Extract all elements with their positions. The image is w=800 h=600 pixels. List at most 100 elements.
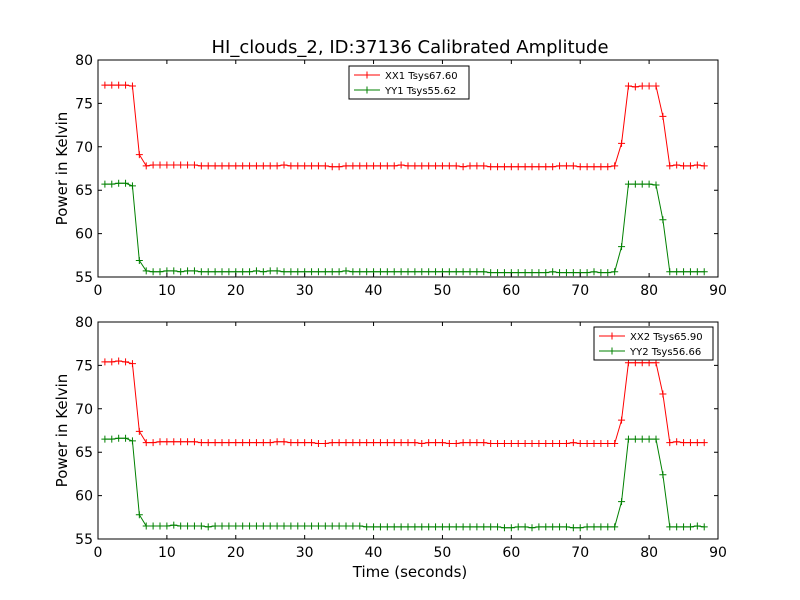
data-point-marker xyxy=(604,440,612,448)
data-point-marker xyxy=(170,438,178,446)
data-point-marker xyxy=(156,161,164,169)
data-point-marker xyxy=(404,268,412,276)
data-point-marker xyxy=(163,438,171,446)
data-point-marker xyxy=(390,268,398,276)
series-2-2 xyxy=(101,434,708,532)
data-point-marker xyxy=(700,162,708,170)
data-point-marker xyxy=(569,269,577,277)
data-point-marker xyxy=(246,522,254,530)
data-point-marker xyxy=(314,440,322,448)
data-point-marker xyxy=(184,438,192,446)
data-point-marker xyxy=(115,434,123,442)
data-point-marker xyxy=(480,439,488,447)
data-point-marker xyxy=(342,267,350,275)
data-point-marker xyxy=(225,439,233,447)
x-axis-label: Time (seconds) xyxy=(352,563,468,581)
y-tick-label: 75 xyxy=(75,358,93,374)
data-point-marker xyxy=(287,162,295,170)
data-point-marker xyxy=(122,81,130,89)
data-point-marker xyxy=(142,267,150,275)
data-point-marker xyxy=(370,439,378,447)
data-point-marker xyxy=(425,439,433,447)
data-point-marker xyxy=(466,268,474,276)
data-point-marker xyxy=(273,522,281,530)
data-point-marker xyxy=(397,523,405,531)
data-point-marker xyxy=(569,162,577,170)
data-point-marker xyxy=(480,162,488,170)
data-point-marker xyxy=(128,182,136,190)
data-point-marker xyxy=(666,268,674,276)
data-point-marker xyxy=(494,163,502,171)
data-point-marker xyxy=(466,523,474,531)
data-point-marker xyxy=(328,163,336,171)
data-point-marker xyxy=(562,269,570,277)
data-point-marker xyxy=(452,523,460,531)
data-point-marker xyxy=(128,360,136,368)
data-point-marker xyxy=(349,439,357,447)
data-point-marker xyxy=(356,439,364,447)
series-1-2 xyxy=(101,179,708,277)
data-point-marker xyxy=(239,162,247,170)
data-point-marker xyxy=(108,180,116,188)
data-point-marker xyxy=(562,523,570,531)
data-point-marker xyxy=(556,523,564,531)
data-point-marker xyxy=(500,269,508,277)
data-point-marker xyxy=(673,161,681,169)
data-point-marker xyxy=(673,268,681,276)
data-point-marker xyxy=(321,162,329,170)
data-point-marker xyxy=(308,162,316,170)
data-point-marker xyxy=(294,268,302,276)
data-point-marker xyxy=(432,439,440,447)
data-point-marker xyxy=(480,523,488,531)
data-point-marker xyxy=(156,268,164,276)
data-point-marker xyxy=(356,268,364,276)
data-point-marker xyxy=(252,267,260,275)
data-point-marker xyxy=(149,439,157,447)
data-point-marker xyxy=(507,163,515,171)
data-point-marker xyxy=(666,439,674,447)
data-point-marker xyxy=(466,439,474,447)
data-point-marker xyxy=(190,438,198,446)
data-point-marker xyxy=(624,435,632,443)
y-tick-label: 60 xyxy=(75,227,93,243)
data-point-marker xyxy=(411,439,419,447)
data-point-marker xyxy=(108,81,116,89)
legend-item: YY2 Tsys56.66 xyxy=(599,347,701,358)
data-point-marker xyxy=(638,435,646,443)
y-tick-label: 80 xyxy=(75,315,93,331)
data-point-marker xyxy=(693,522,701,530)
panel-2: 0 10 20 30 40 50 60 70 80 90 55 60 65 70 75 80 Power in … xyxy=(53,315,727,561)
data-point-marker xyxy=(211,268,219,276)
data-point-marker xyxy=(432,523,440,531)
data-point-marker xyxy=(659,390,667,398)
data-point-marker xyxy=(638,82,646,90)
data-point-marker xyxy=(383,439,391,447)
data-point-marker xyxy=(549,268,557,276)
data-point-marker xyxy=(404,162,412,170)
x-tick-label: 90 xyxy=(709,545,727,561)
data-point-marker xyxy=(218,439,226,447)
data-point-marker xyxy=(542,163,550,171)
y-tick-label: 55 xyxy=(75,270,93,286)
y-tick-label: 65 xyxy=(75,183,93,199)
x-tick-label: 40 xyxy=(365,545,383,561)
y-tick-label: 60 xyxy=(75,489,93,505)
data-point-marker xyxy=(363,268,371,276)
chart-title: HI_clouds_2, ID:37136 Calibrated Amplitu… xyxy=(211,37,608,58)
data-point-marker xyxy=(287,268,295,276)
legend-label: YY1 Tsys55.62 xyxy=(384,86,456,97)
data-point-marker xyxy=(259,162,267,170)
data-point-marker xyxy=(624,82,632,90)
data-point-marker xyxy=(693,439,701,447)
data-point-marker xyxy=(232,439,240,447)
data-point-marker xyxy=(335,163,343,171)
data-point-marker xyxy=(645,82,653,90)
data-point-marker xyxy=(232,522,240,530)
data-point-marker xyxy=(528,524,536,532)
data-point-marker xyxy=(666,523,674,531)
data-point-marker xyxy=(494,269,502,277)
y-tick-label: 75 xyxy=(75,96,93,112)
data-point-marker xyxy=(170,521,178,529)
data-point-marker xyxy=(376,439,384,447)
x-tick-label: 20 xyxy=(227,283,245,299)
